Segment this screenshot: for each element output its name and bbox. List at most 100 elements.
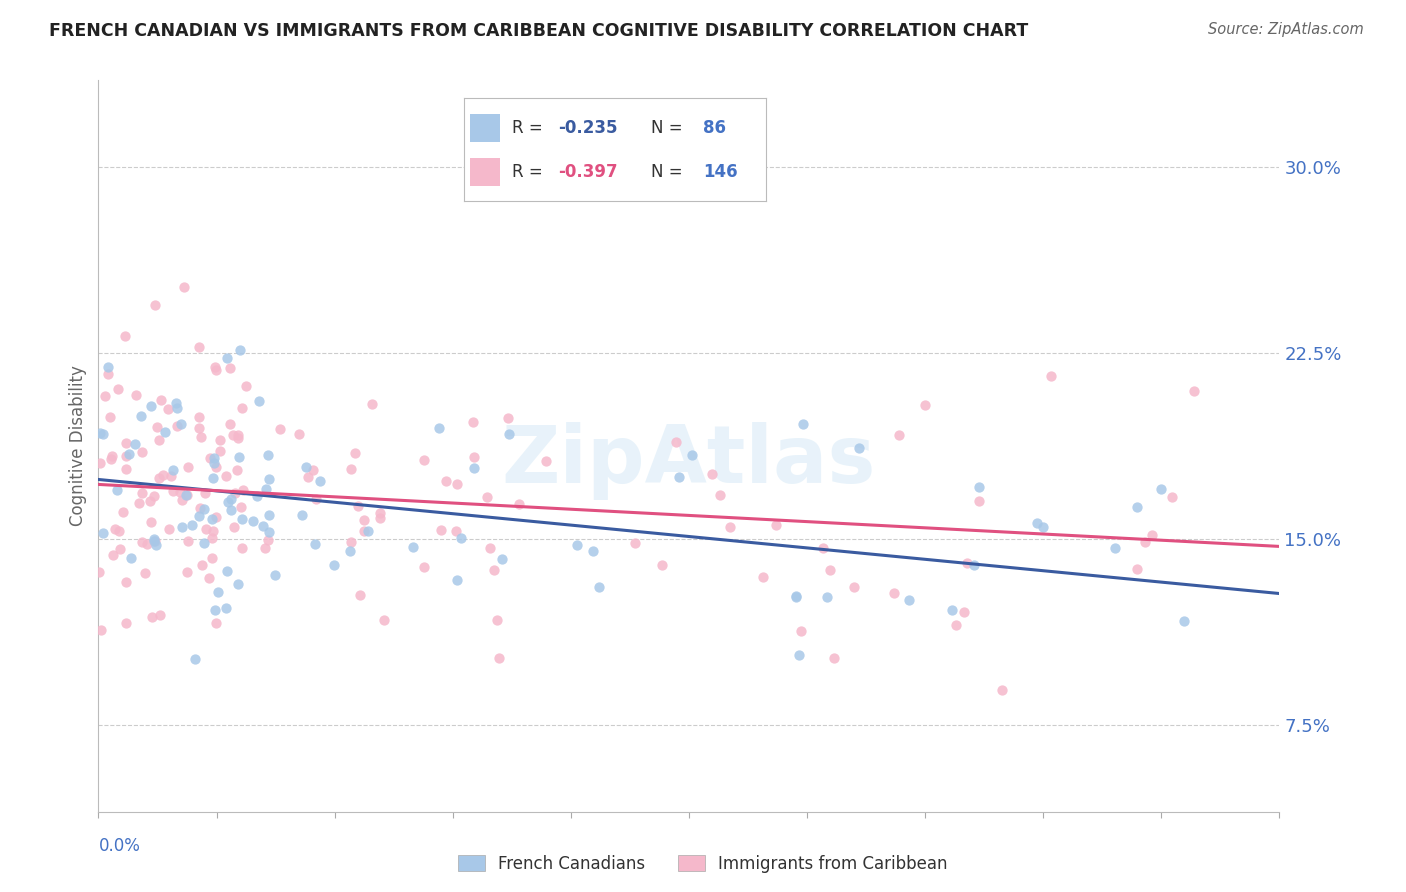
Point bbox=[373, 613, 395, 627]
Point bbox=[229, 500, 252, 515]
Point bbox=[145, 538, 167, 552]
Point bbox=[1032, 520, 1054, 534]
Point bbox=[188, 421, 211, 435]
Point bbox=[143, 489, 166, 503]
Point bbox=[100, 452, 122, 467]
Point bbox=[259, 524, 281, 539]
Point bbox=[305, 492, 328, 507]
Point bbox=[188, 509, 211, 524]
Point bbox=[353, 524, 375, 538]
Point bbox=[201, 512, 224, 526]
Point bbox=[215, 351, 238, 366]
Point bbox=[91, 526, 114, 541]
Point bbox=[288, 427, 311, 442]
Point bbox=[588, 580, 610, 594]
Point bbox=[446, 477, 468, 491]
Point bbox=[89, 426, 111, 441]
Point bbox=[202, 456, 225, 470]
Text: 0.0%: 0.0% bbox=[98, 837, 141, 855]
Point bbox=[115, 616, 138, 631]
Point bbox=[224, 520, 246, 534]
Point bbox=[115, 461, 138, 475]
Point bbox=[91, 426, 114, 441]
Point bbox=[1126, 562, 1149, 576]
Point bbox=[914, 398, 936, 412]
Point bbox=[118, 447, 141, 461]
Point bbox=[120, 551, 142, 566]
Point bbox=[219, 503, 242, 517]
Point bbox=[967, 494, 990, 508]
Point bbox=[205, 459, 228, 474]
Point bbox=[205, 510, 228, 524]
Point bbox=[207, 585, 229, 599]
Point bbox=[463, 460, 485, 475]
Point bbox=[97, 367, 120, 381]
Point bbox=[565, 538, 588, 552]
Text: N =: N = bbox=[651, 119, 689, 136]
Point bbox=[150, 392, 173, 407]
Point bbox=[353, 513, 375, 527]
Point bbox=[104, 522, 127, 536]
Point bbox=[136, 537, 159, 551]
Point bbox=[222, 428, 245, 442]
Point bbox=[247, 394, 270, 409]
Point bbox=[702, 467, 724, 481]
Point bbox=[89, 456, 111, 470]
Point bbox=[1150, 483, 1173, 497]
Point bbox=[1026, 516, 1049, 531]
Point bbox=[226, 428, 249, 442]
Point bbox=[232, 483, 254, 497]
Point bbox=[624, 536, 647, 550]
Point bbox=[107, 524, 129, 538]
Point bbox=[257, 533, 280, 548]
Point bbox=[162, 463, 184, 477]
Point bbox=[792, 417, 814, 431]
Text: ZipAtlas: ZipAtlas bbox=[502, 422, 876, 500]
Point bbox=[945, 618, 967, 632]
Point bbox=[115, 574, 138, 589]
Point bbox=[823, 651, 845, 665]
Point bbox=[430, 523, 453, 537]
Point bbox=[941, 603, 963, 617]
Point bbox=[218, 417, 240, 431]
Point bbox=[193, 502, 215, 516]
Point bbox=[148, 471, 170, 485]
Point bbox=[242, 514, 264, 528]
Point bbox=[463, 450, 485, 464]
Text: 146: 146 bbox=[703, 163, 737, 181]
Point bbox=[259, 508, 281, 522]
Point bbox=[138, 494, 160, 508]
Point bbox=[143, 532, 166, 546]
Point bbox=[967, 479, 990, 493]
Point bbox=[718, 519, 741, 533]
Point bbox=[166, 401, 188, 415]
Point bbox=[427, 421, 450, 435]
Point bbox=[842, 580, 865, 594]
Point bbox=[165, 396, 187, 410]
Point bbox=[188, 501, 211, 516]
Point bbox=[962, 558, 984, 573]
Text: FRENCH CANADIAN VS IMMIGRANTS FROM CARIBBEAN COGNITIVE DISABILITY CORRELATION CH: FRENCH CANADIAN VS IMMIGRANTS FROM CARIB… bbox=[49, 22, 1028, 40]
Point bbox=[228, 450, 250, 465]
Point bbox=[166, 419, 188, 434]
Point bbox=[93, 389, 115, 403]
Point bbox=[176, 566, 198, 580]
Point bbox=[201, 524, 224, 538]
Point bbox=[101, 449, 124, 463]
Point bbox=[170, 417, 193, 431]
Point bbox=[214, 600, 236, 615]
Y-axis label: Cognitive Disability: Cognitive Disability bbox=[69, 366, 87, 526]
Point bbox=[534, 454, 557, 468]
Point bbox=[254, 482, 277, 496]
Point bbox=[291, 508, 314, 522]
Point bbox=[765, 518, 787, 533]
Point bbox=[217, 564, 239, 578]
Point bbox=[176, 533, 198, 548]
Point bbox=[339, 544, 361, 558]
Point bbox=[108, 541, 131, 556]
Point bbox=[141, 399, 163, 413]
Point bbox=[198, 571, 221, 585]
Point bbox=[887, 427, 910, 442]
Point bbox=[193, 536, 215, 550]
Point bbox=[205, 616, 228, 631]
